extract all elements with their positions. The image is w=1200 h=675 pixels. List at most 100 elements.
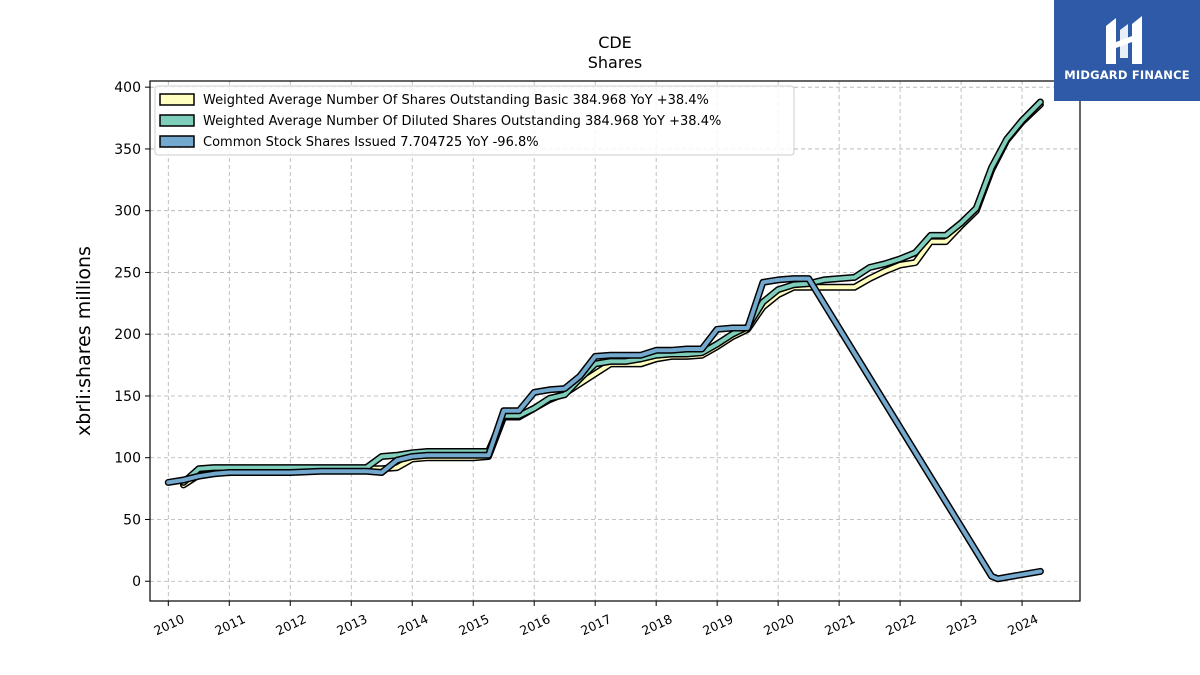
x-tick-label: 2014	[395, 611, 430, 638]
data-point-s2-16	[472, 454, 474, 456]
data-point-s1-29	[686, 353, 688, 355]
data-point-s1-10	[381, 455, 383, 458]
data-point-s1-11	[396, 454, 398, 456]
y-tick-label: 150	[114, 389, 141, 405]
data-point-s2-5	[259, 471, 261, 474]
x-tick-label: 2019	[700, 611, 735, 638]
x-tick-label: 2023	[944, 611, 979, 638]
plot-frame	[149, 80, 1081, 602]
data-point-s2-4	[228, 471, 230, 474]
data-point-s2-28	[655, 349, 657, 351]
data-point-s2-33	[731, 327, 734, 329]
data-point-s1-39	[838, 278, 840, 280]
data-point-s1-43	[899, 258, 901, 260]
data-point-s1-34	[762, 301, 764, 303]
data-point-s2-3	[213, 473, 215, 475]
data-point-s2-0	[167, 481, 169, 483]
data-point-s2-8	[335, 470, 337, 472]
data-point-s2-37	[792, 278, 795, 280]
data-point-s1-20	[548, 397, 551, 399]
legend-frame	[154, 85, 795, 156]
y-tick-label: 250	[114, 265, 141, 281]
data-point-s2-9	[350, 470, 352, 472]
data-point-s2-11	[381, 471, 383, 474]
x-tick-label: 2022	[883, 611, 918, 638]
data-point-s2-17	[487, 454, 490, 456]
data-point-s2-12	[396, 459, 398, 461]
legend: Weighted Average Number Of Shares Outsta…	[154, 85, 795, 156]
data-point-s2-1	[182, 479, 185, 481]
legend-label-diluted: Weighted Average Number Of Diluted Share…	[203, 114, 721, 129]
data-point-s2-10	[365, 470, 368, 472]
x-tick-label: 2015	[456, 611, 491, 638]
data-point-s2-13	[411, 455, 413, 458]
data-point-s1-3	[228, 467, 230, 469]
data-point-s2-15	[442, 454, 444, 456]
data-point-s2-32	[716, 328, 718, 330]
data-point-s2-36	[777, 279, 779, 281]
data-point-s2-20	[533, 391, 535, 393]
data-point-s1-52	[1039, 101, 1041, 103]
x-tick-label: 2021	[822, 611, 857, 638]
data-point-s0-11	[396, 467, 398, 469]
data-point-s1-42	[884, 263, 886, 265]
data-point-s1-24	[609, 360, 612, 362]
midgard-logo-icon	[1106, 16, 1142, 64]
data-point-s1-40	[853, 276, 856, 278]
legend-label-issued: Common Stock Shares Issued 7.704725 YoY …	[203, 135, 539, 150]
data-point-s2-25	[609, 354, 612, 356]
chart-title: CDE	[598, 33, 632, 52]
data-point-s2-30	[686, 348, 688, 350]
data-point-s1-51	[1021, 119, 1023, 122]
data-point-s1-5	[289, 467, 291, 469]
data-point-s0-23	[594, 373, 596, 375]
data-point-s1-50	[1006, 138, 1008, 140]
data-point-s1-19	[533, 407, 535, 409]
data-point-s2-21	[548, 389, 551, 391]
y-tick-label: 300	[114, 204, 141, 220]
y-tick-label: 200	[114, 327, 141, 343]
x-tick-label: 2013	[334, 611, 369, 638]
x-tick-label: 2016	[517, 611, 552, 638]
y-tick-label: 50	[123, 512, 141, 528]
data-point-s2-29	[670, 349, 673, 351]
data-point-s2-27	[640, 354, 642, 356]
data-point-s1-31	[716, 343, 718, 345]
data-point-s1-23	[594, 363, 596, 365]
data-point-s2-39	[991, 575, 993, 577]
data-point-s1-36	[792, 284, 795, 286]
x-tick-label: 2020	[761, 611, 796, 638]
data-point-s1-47	[960, 222, 962, 224]
legend-swatch-issued	[159, 135, 195, 148]
data-point-s0-39	[838, 286, 840, 288]
x-tick-label: 2012	[273, 611, 308, 638]
data-point-s1-48	[975, 207, 977, 209]
series-layer	[164, 98, 1044, 583]
data-point-s2-7	[320, 470, 322, 472]
data-point-s2-24	[594, 355, 596, 357]
data-point-s1-49	[991, 166, 993, 169]
series-area-1	[184, 102, 1041, 581]
data-point-s0-45	[930, 241, 932, 243]
data-point-s2-26	[625, 354, 627, 356]
data-point-s0-40	[853, 286, 856, 288]
data-point-s2-22	[564, 388, 566, 390]
legend-label-basic: Weighted Average Number Of Shares Outsta…	[203, 93, 709, 108]
x-tick-label: 2011	[212, 611, 247, 638]
data-point-s1-46	[945, 234, 947, 236]
legend-swatch-basic	[159, 93, 195, 106]
data-point-s0-41	[869, 278, 871, 280]
series-line-2	[166, 276, 1043, 581]
data-point-s2-6	[289, 471, 291, 474]
data-point-s1-2	[213, 467, 215, 469]
y-tick-label: 400	[114, 80, 141, 96]
data-point-s1-45	[930, 234, 932, 236]
legend-swatch-diluted	[159, 114, 195, 127]
data-point-s0-26	[640, 363, 642, 365]
data-point-s1-21	[564, 394, 566, 396]
data-point-s2-31	[701, 348, 703, 350]
y-tick-label: 0	[132, 574, 141, 590]
y-tick-label: 350	[114, 142, 141, 158]
data-point-s1-35	[777, 289, 779, 291]
